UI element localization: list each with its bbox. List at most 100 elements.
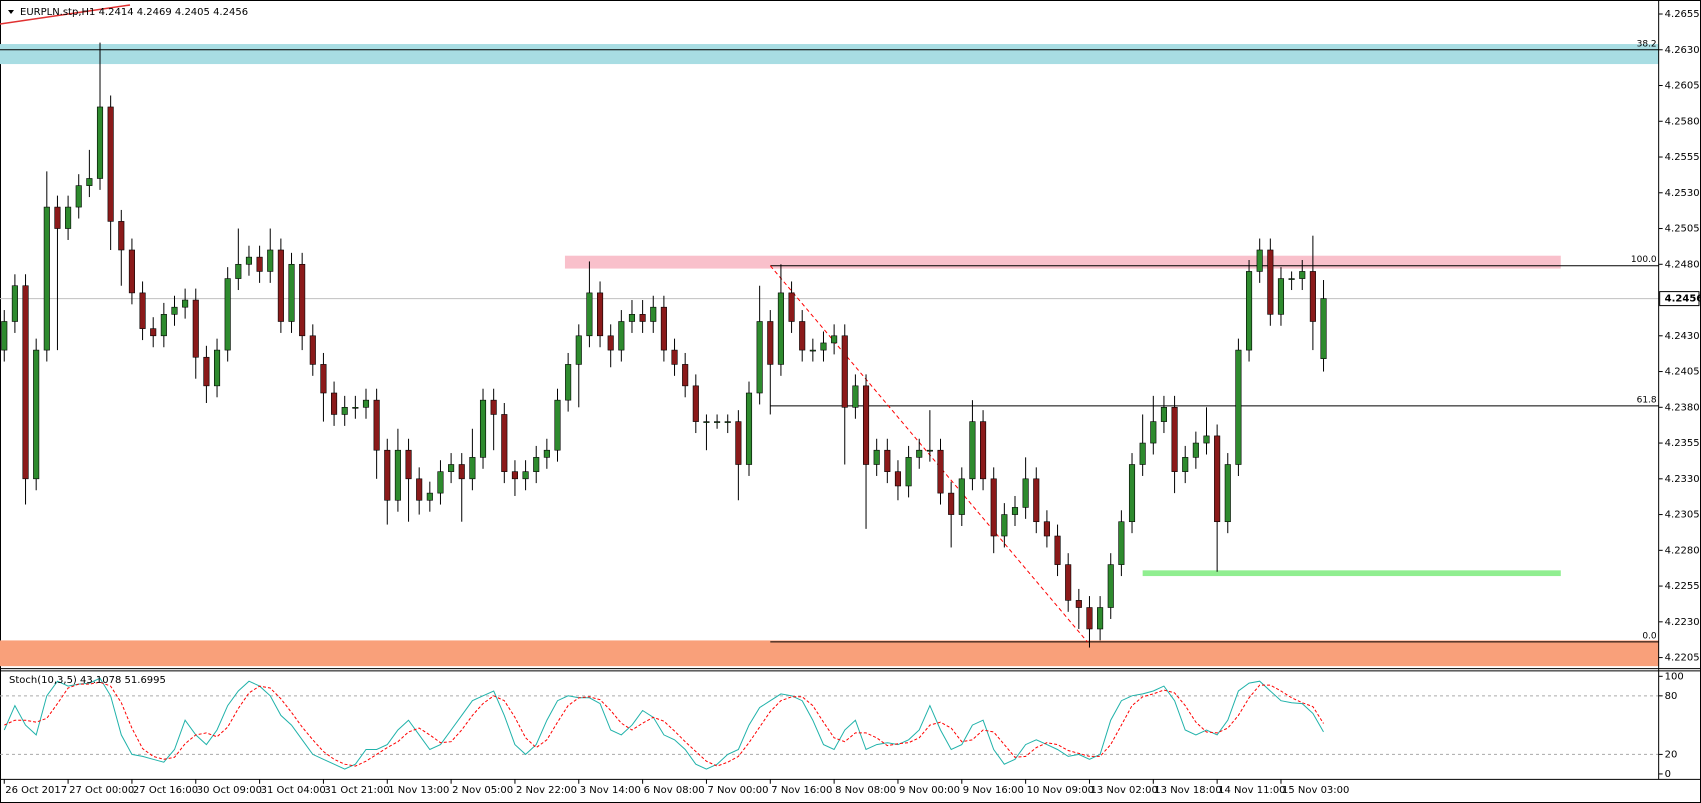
candle-body [969,421,976,480]
candle-body [1107,564,1114,608]
y-tick-label: 4.2530 [1665,188,1700,199]
candle-body [958,478,965,515]
candle-body [235,263,242,279]
x-tick-label: 14 Nov 11:00 [1218,785,1285,796]
candle-body [777,292,784,365]
candle-body [469,457,476,480]
x-tick-label: 9 Nov 00:00 [899,785,960,796]
candle-body [916,449,923,458]
x-tick-label: 2 Nov 22:00 [516,785,577,796]
y-tick-label: 20 [1665,749,1678,760]
indicator-line [0,4,131,25]
candle-body [1150,421,1157,444]
candle-body [862,385,870,465]
candle-body [299,263,306,337]
candle-body [543,449,550,458]
candle-body [905,457,912,487]
x-tick-label: 1 Nov 13:00 [388,785,449,796]
candle-body [607,335,614,351]
candle-body [1128,464,1136,523]
candle-body [735,421,742,465]
candle-body [618,321,625,351]
x-tick-label: 2 Nov 05:00 [452,785,513,796]
candle-body [1203,435,1210,444]
zone [564,255,1561,269]
x-tick-label: 6 Nov 08:00 [644,785,705,796]
fib-label: 0.0 [1642,631,1657,641]
y-tick-label: 4.2330 [1665,474,1700,485]
candle-body [660,306,667,351]
candle-body [277,249,284,322]
candle-body [990,478,997,537]
candle-body [1086,607,1093,630]
candle-body [873,449,880,465]
candle-body [820,342,827,351]
candle-body [107,106,114,222]
candle-body [86,178,93,186]
candle-body [745,392,753,465]
candle-body [341,407,348,415]
candle-body [1160,407,1167,422]
candle-body [894,471,902,487]
y-tick-label: 80 [1665,691,1678,702]
y-tick-label: 4.2480 [1665,259,1700,270]
candle-body [373,399,380,451]
candle-body [1256,249,1263,272]
candle-body [1214,435,1221,523]
candle-body [565,364,572,401]
y-tick-label: 0 [1665,769,1671,780]
stoch-line [3,677,1324,770]
candle-body [1065,564,1072,601]
candle-body [1011,507,1019,515]
candle-body [182,299,189,308]
y-tick-label: 4.2255 [1665,581,1700,592]
indicator-title: Stoch(10,3,5) 43.1078 51.6995 [9,675,166,686]
candle-body [33,349,40,480]
candle-body [703,421,710,423]
candle-body [788,292,795,322]
candle-body [245,256,253,265]
candle-body [650,306,657,322]
fib-label: 100.0 [1631,255,1657,265]
candle-body [1299,271,1306,279]
candle-body [1054,535,1061,565]
x-tick-label: 27 Oct 00:00 [69,785,134,796]
x-tick-label: 30 Oct 09:00 [197,785,262,796]
y-tick-label: 4.2580 [1665,116,1700,127]
y-tick-label: 4.2655 [1665,9,1700,20]
candle-body [1001,514,1008,537]
candle-body [628,314,636,322]
candle-body [54,206,61,229]
candle-body [11,285,18,322]
x-tick-label: 8 Nov 08:00 [835,785,896,796]
candle-body [1246,271,1253,351]
y-tick-label: 4.2355 [1665,438,1700,449]
candle-body [1309,271,1316,322]
candle-body [288,263,295,322]
candle-body [405,449,412,480]
zone [0,640,1659,667]
candle-body [671,349,678,365]
y-tick-label: 4.2505 [1665,224,1700,235]
candle-body [203,356,210,387]
candle-body [43,206,50,351]
x-tick-label: 9 Nov 16:00 [963,785,1024,796]
x-tick-label: 3 Nov 14:00 [580,785,641,796]
x-tick-label: 10 Nov 09:00 [1027,785,1094,796]
candle-body [1277,278,1285,315]
candle-body [65,206,72,229]
current-price-label: 4.2456 [1665,294,1701,305]
candle-body [1075,600,1082,608]
menu-arrow[interactable] [8,10,14,14]
x-tick-label: 26 Oct 2017 [5,785,67,796]
candle-body [1192,442,1199,458]
candle-body [1182,457,1189,472]
candle-body [884,449,891,472]
candle-body [575,335,582,365]
candle-body [639,314,646,322]
zone [1142,570,1561,577]
candle-body [224,278,231,351]
candle-body [352,407,359,409]
